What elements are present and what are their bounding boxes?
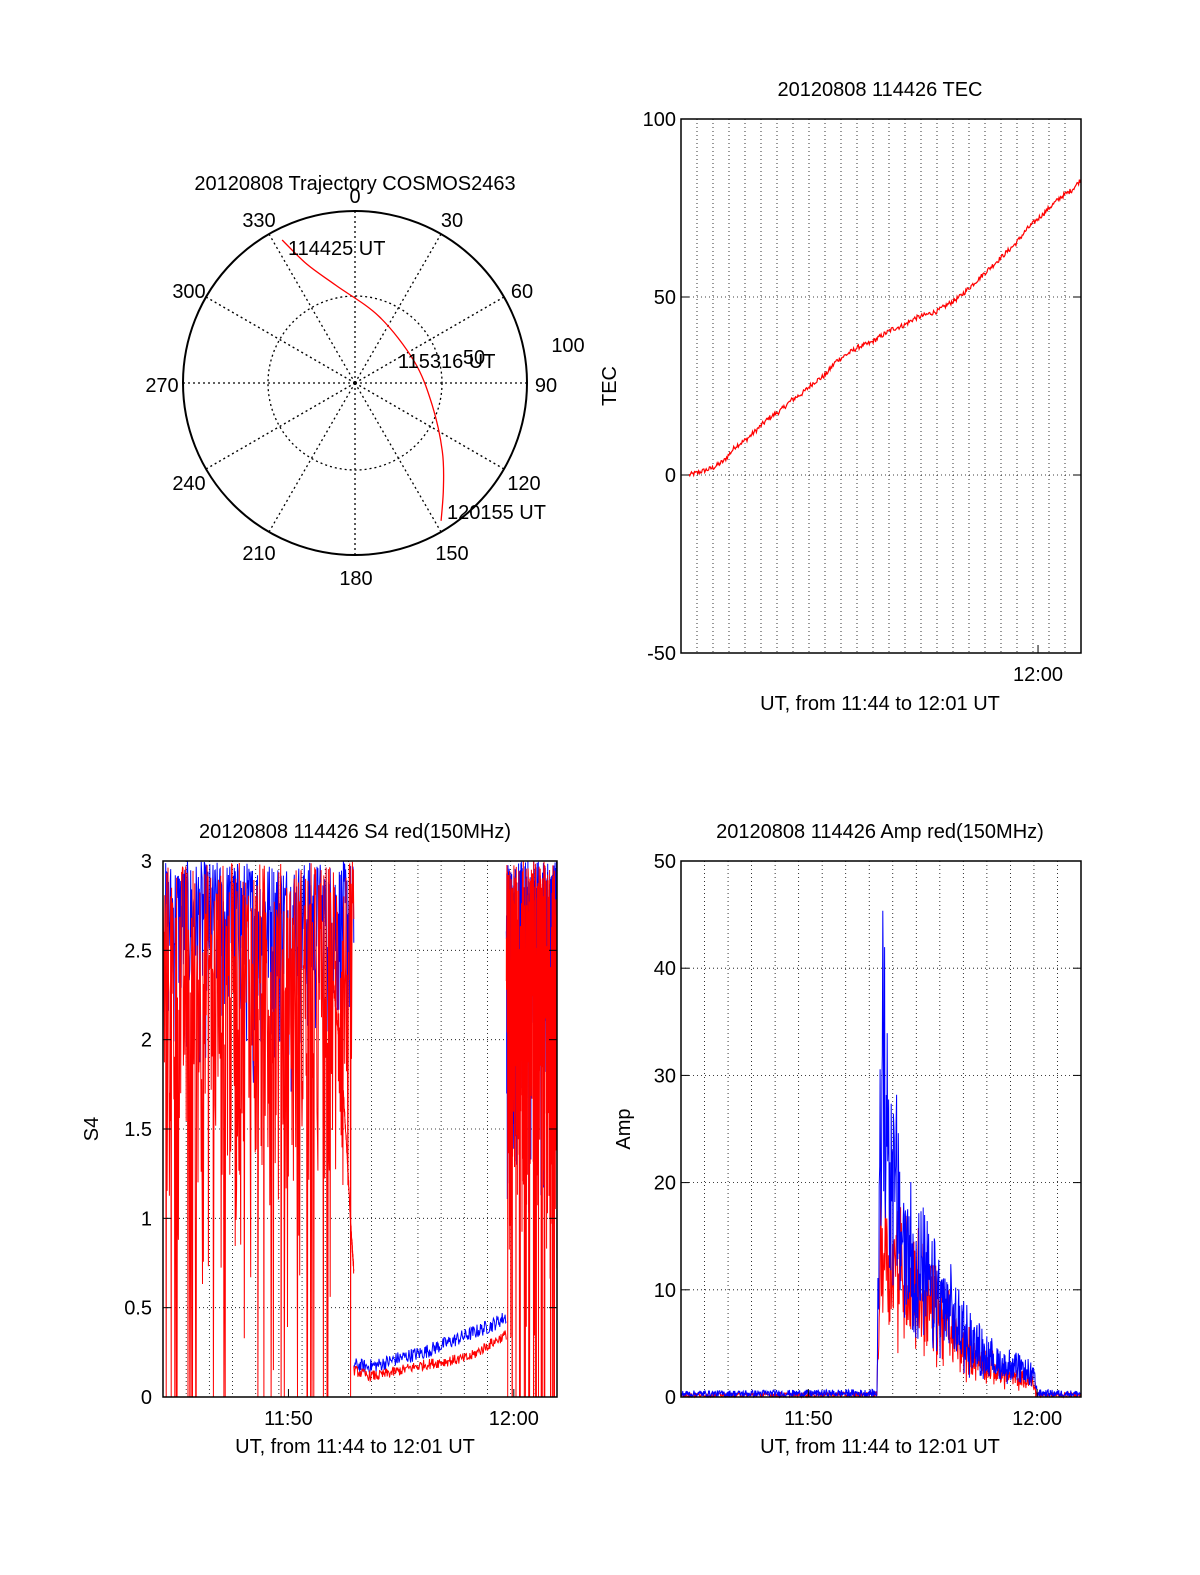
ring-label-100: 100 (551, 335, 584, 357)
azimuth-label-150: 150 (435, 543, 468, 565)
trajectory-end-label: 120155 UT (447, 502, 546, 524)
trajectory-start-label: 114425 UT (288, 238, 385, 260)
y-tick-label: 100 (643, 109, 676, 131)
s4-red-segment-1 (333, 980, 355, 1274)
amp-x-ticks: 11:50 12:00 (784, 1389, 1062, 1430)
y-tick-label: 0 (665, 465, 676, 487)
y-tick-label: -50 (647, 643, 676, 665)
x-tick-label: 11:50 (784, 1408, 833, 1430)
s4-red-segment-2 (353, 1330, 507, 1383)
azimuth-label-180: 180 (339, 568, 372, 590)
azimuth-label-30: 30 (441, 210, 463, 232)
y-tick-label: 20 (654, 1173, 676, 1195)
polar-panel: 20120808 Trajectory COSMOS2463 0 30 60 9… (145, 173, 584, 590)
azimuth-label-300: 300 (172, 281, 205, 303)
y-tick-label: 3 (141, 851, 152, 873)
polar-azimuth-labels: 0 30 60 90 120 150 180 210 240 270 300 3… (145, 186, 584, 590)
x-tick-label: 11:50 (264, 1408, 313, 1430)
y-tick-label: 0.5 (124, 1298, 152, 1320)
azimuth-label-90: 90 (535, 375, 557, 397)
amp-blue-line (680, 910, 1082, 1399)
tec-title: 20120808 114426 TEC (778, 79, 983, 101)
polar-spoke-210 (268, 382, 356, 533)
s4-y-ticks: 0 0.5 1 1.5 2 2.5 3 (124, 851, 557, 1409)
tec-x-axis-label: UT, from 11:44 to 12:01 UT (760, 693, 1000, 715)
y-tick-label: 50 (654, 851, 676, 873)
x-tick-label: 12:00 (1012, 1408, 1062, 1430)
s4-panel: 20120808 114426 S4 red(150MHz) 0 0.5 1 1.5 2… (81, 821, 558, 1458)
polar-spoke-240 (205, 382, 356, 470)
azimuth-label-240: 240 (172, 473, 205, 495)
s4-red-segment-0 (162, 861, 355, 1398)
amp-series (680, 910, 1082, 1399)
y-tick-label: 30 (654, 1065, 676, 1087)
tec-x-ticks: 12:00 (1013, 645, 1063, 686)
y-tick-label: 50 (654, 287, 676, 309)
s4-red-segment-3 (505, 861, 558, 1398)
polar-spoke-330 (268, 233, 356, 384)
amp-y-axis-label: Amp (613, 1108, 635, 1149)
azimuth-label-210: 210 (242, 543, 275, 565)
x-tick-label: 12:00 (1013, 664, 1063, 686)
s4-x-ticks: 11:50 12:00 (264, 1389, 539, 1430)
y-tick-label: 1.5 (124, 1119, 152, 1141)
ring-label-50: 50 (463, 347, 485, 369)
tec-plot-frame (680, 118, 1082, 654)
s4-y-axis-label: S4 (81, 1117, 103, 1141)
s4-x-axis-label: UT, from 11:44 to 12:01 UT (235, 1436, 475, 1458)
tec-series-line (688, 178, 1082, 478)
polar-spoke-300 (205, 296, 356, 384)
azimuth-label-60: 60 (511, 281, 533, 303)
y-tick-label: 2 (141, 1030, 152, 1052)
polar-title: 20120808 Trajectory COSMOS2463 (194, 173, 515, 195)
s4-series (162, 861, 558, 1398)
polar-spoke-120 (354, 382, 505, 470)
y-tick-label: 1 (141, 1208, 152, 1230)
x-tick-label: 12:00 (489, 1408, 539, 1430)
azimuth-label-0: 0 (349, 186, 360, 208)
y-tick-label: 0 (665, 1387, 676, 1409)
s4-title: 20120808 114426 S4 red(150MHz) (199, 821, 511, 843)
trajectory-line (281, 239, 445, 521)
tec-grid (681, 119, 1081, 653)
amp-grid (681, 861, 1081, 1397)
y-tick-label: 40 (654, 958, 676, 980)
amp-panel: 20120808 114426 Amp red(150MHz) 0 10 20 30 4… (613, 821, 1082, 1458)
s4-blue-segment-1 (353, 1312, 507, 1375)
y-tick-label: 2.5 (124, 940, 152, 962)
trajectory-mid-label: 115316 UT (398, 351, 495, 373)
tec-y-ticks: -50 0 50 100 (643, 109, 1081, 665)
polar-spoke-60 (354, 296, 505, 384)
amp-x-axis-label: UT, from 11:44 to 12:01 UT (760, 1436, 1000, 1458)
y-tick-label: 0 (141, 1387, 152, 1409)
azimuth-label-120: 120 (507, 473, 540, 495)
y-tick-label: 10 (654, 1280, 676, 1302)
polar-spokes (183, 211, 527, 555)
tec-y-axis-label: TEC (599, 366, 621, 406)
azimuth-label-330: 330 (242, 210, 275, 232)
amp-plot-frame (680, 860, 1082, 1398)
polar-spoke-30 (354, 233, 442, 384)
polar-spoke-150 (354, 382, 442, 533)
amp-title: 20120808 114426 Amp red(150MHz) (716, 821, 1044, 843)
amp-y-ticks: 0 10 20 30 40 50 (654, 851, 1081, 1409)
azimuth-label-270: 270 (145, 375, 178, 397)
